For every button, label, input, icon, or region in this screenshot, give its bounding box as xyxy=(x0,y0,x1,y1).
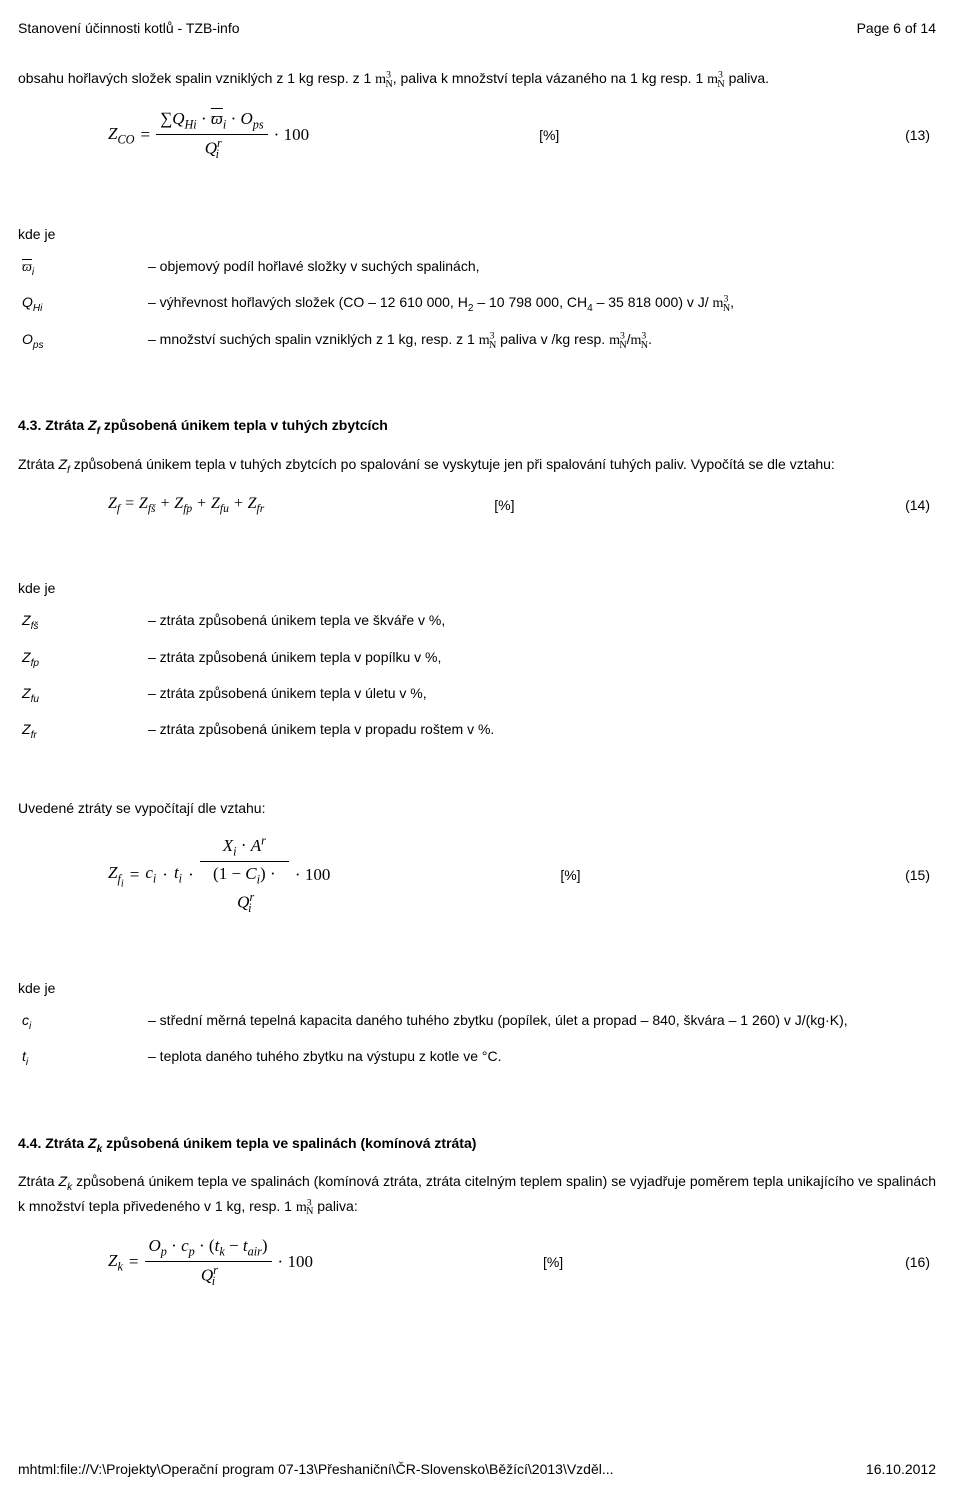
text-part: , xyxy=(730,294,734,310)
equation-15-formula: Zfi = ci · ti · Xi · Ar (1 − Ci) · Qri ·… xyxy=(18,832,330,918)
equation-14-formula: Zf = Zfš + Zfp + Zfu + Zfr xyxy=(18,492,264,518)
equation-16-unit: [%] xyxy=(313,1252,663,1272)
footer-date: 16.10.2012 xyxy=(866,1459,936,1479)
text-part: paliva v /kg resp. xyxy=(496,331,609,347)
table-row: ti – teplota daného tuhého zbytku na výs… xyxy=(18,1040,936,1076)
sym-sub: i xyxy=(26,1057,28,1068)
section-4-3-para: Ztráta Zf způsobená únikem tepla v tuhýc… xyxy=(18,454,936,478)
defs-eq15: ci – střední měrná tepelná kapacita dané… xyxy=(18,1004,936,1077)
equation-13-number: (13) xyxy=(905,125,936,145)
mN3-glyph: m3N xyxy=(609,333,627,348)
sym-var: Z xyxy=(22,721,31,737)
table-row: ϖi – objemový podíl hořlavé složky v suc… xyxy=(18,250,936,286)
sym-var: O xyxy=(22,331,33,347)
sym-sub: ps xyxy=(33,340,44,351)
equation-14-unit: [%] xyxy=(264,495,614,515)
desc-cell: – ztráta způsobená únikem tepla ve škvář… xyxy=(144,604,936,640)
text-part: . xyxy=(648,331,652,347)
equation-13-row: ZCO = ∑QHi · ϖi · Ops Qri · 100 [%] (13) xyxy=(18,107,936,164)
equation-14-row: Zf = Zfš + Zfp + Zfu + Zfr [%] (14) xyxy=(18,492,936,518)
mN3-glyph: m3N xyxy=(479,333,497,348)
header-page: Page 6 of 14 xyxy=(857,18,936,38)
sym-sub: i xyxy=(29,1021,31,1032)
section-4-4-para: Ztráta ZkZtráta Zk způsobená únikem tepl… xyxy=(18,1171,936,1220)
sym-sub: fu xyxy=(31,694,39,705)
text-part: – 10 798 000, CH xyxy=(473,294,587,310)
defs-eq13: ϖi – objemový podíl hořlavé složky v suc… xyxy=(18,250,936,359)
sym-var: Z xyxy=(22,685,31,701)
section-4-4-title: 4.4. Ztráta Zk způsobená únikem tepla ve… xyxy=(18,1133,936,1157)
sym-sub: fp xyxy=(31,657,39,668)
table-row: Ops – množství suchých spalin vzniklých … xyxy=(18,323,936,359)
uvedene-para: Uvedené ztráty se vypočítají dle vztahu: xyxy=(18,798,936,818)
table-row: Zfu – ztráta způsobená únikem tepla v úl… xyxy=(18,677,936,713)
sym-sub: fr xyxy=(31,730,37,741)
where-label: kde je xyxy=(18,978,936,998)
page-header: Stanovení účinnosti kotlů - TZB-info Pag… xyxy=(18,18,936,38)
text-part: – výhřevnost hořlavých složek (CO – 12 6… xyxy=(148,294,468,310)
intro-text-3: paliva. xyxy=(729,70,769,86)
intro-paragraph: obsahu hořlavých složek spalin vzniklých… xyxy=(18,68,936,92)
where-label: kde je xyxy=(18,224,936,244)
desc-cell: – ztráta způsobená únikem tepla v propad… xyxy=(144,713,936,749)
page-footer: mhtml:file://V:\Projekty\Operační progra… xyxy=(18,1459,936,1479)
equation-15-unit: [%] xyxy=(330,865,680,885)
table-row: Zfš – ztráta způsobená únikem tepla ve š… xyxy=(18,604,936,640)
sym-var: c xyxy=(22,1012,29,1028)
desc-cell: – teplota daného tuhého zbytku na výstup… xyxy=(144,1040,936,1076)
equation-13-unit: [%] xyxy=(309,125,659,145)
header-title: Stanovení účinnosti kotlů - TZB-info xyxy=(18,18,240,38)
desc-cell: – střední měrná tepelná kapacita daného … xyxy=(144,1004,936,1040)
sym-var: Q xyxy=(22,294,33,310)
mN3-glyph: m3N xyxy=(713,296,731,311)
desc-cell: – výhřevnost hořlavých složek (CO – 12 6… xyxy=(144,286,936,322)
equation-15-row: Zfi = ci · ti · Xi · Ar (1 − Ci) · Qri ·… xyxy=(18,832,936,918)
section-4-3-title: 4.3. Ztráta Zf způsobená únikem tepla v … xyxy=(18,415,936,439)
equation-16-number: (16) xyxy=(905,1252,936,1272)
table-row: QHi – výhřevnost hořlavých složek (CO – … xyxy=(18,286,936,322)
equation-15-number: (15) xyxy=(905,865,936,885)
mN3-glyph: m3N xyxy=(296,1200,314,1215)
equation-14-number: (14) xyxy=(905,495,936,515)
sym-sub: fš xyxy=(31,621,39,632)
table-row: ci – střední měrná tepelná kapacita dané… xyxy=(18,1004,936,1040)
desc-cell: – ztráta způsobená únikem tepla v úletu … xyxy=(144,677,936,713)
table-row: Zfp – ztráta způsobená únikem tepla v po… xyxy=(18,641,936,677)
text-part: – 35 818 000) v J/ xyxy=(593,294,713,310)
sym-var: Z xyxy=(22,612,31,628)
footer-path: mhtml:file://V:\Projekty\Operační progra… xyxy=(18,1459,614,1479)
sym-var: Z xyxy=(22,649,31,665)
table-row: Zfr – ztráta způsobená únikem tepla v pr… xyxy=(18,713,936,749)
text-part: – množství suchých spalin vzniklých z 1 … xyxy=(148,331,479,347)
desc-cell: – objemový podíl hořlavé složky v suchýc… xyxy=(144,250,936,286)
intro-text-2: paliva k množství tepla vázaného na 1 kg… xyxy=(401,70,708,86)
text-part: paliva: xyxy=(313,1198,357,1214)
equation-16-formula: Zk = Op · cp · (tk − tair) Qri · 100 xyxy=(18,1234,313,1291)
mN3-glyph: m3N xyxy=(631,333,649,348)
desc-cell: – množství suchých spalin vzniklých z 1 … xyxy=(144,323,936,359)
equation-13-formula: ZCO = ∑QHi · ϖi · Ops Qri · 100 xyxy=(18,107,309,164)
sym-sub: Hi xyxy=(33,303,43,314)
mN3-glyph: m3N xyxy=(707,72,725,87)
intro-text-1: obsahu hořlavých složek spalin vzniklých… xyxy=(18,70,375,86)
equation-16-row: Zk = Op · cp · (tk − tair) Qri · 100 [%]… xyxy=(18,1234,936,1291)
sym-omega-bar: ϖ xyxy=(22,260,32,275)
sym-sub: i xyxy=(32,267,34,278)
desc-cell: – ztráta způsobená únikem tepla v popílk… xyxy=(144,641,936,677)
defs-eq14: Zfš – ztráta způsobená únikem tepla ve š… xyxy=(18,604,936,750)
mN3-glyph: m3N xyxy=(375,72,393,87)
where-label: kde je xyxy=(18,578,936,598)
